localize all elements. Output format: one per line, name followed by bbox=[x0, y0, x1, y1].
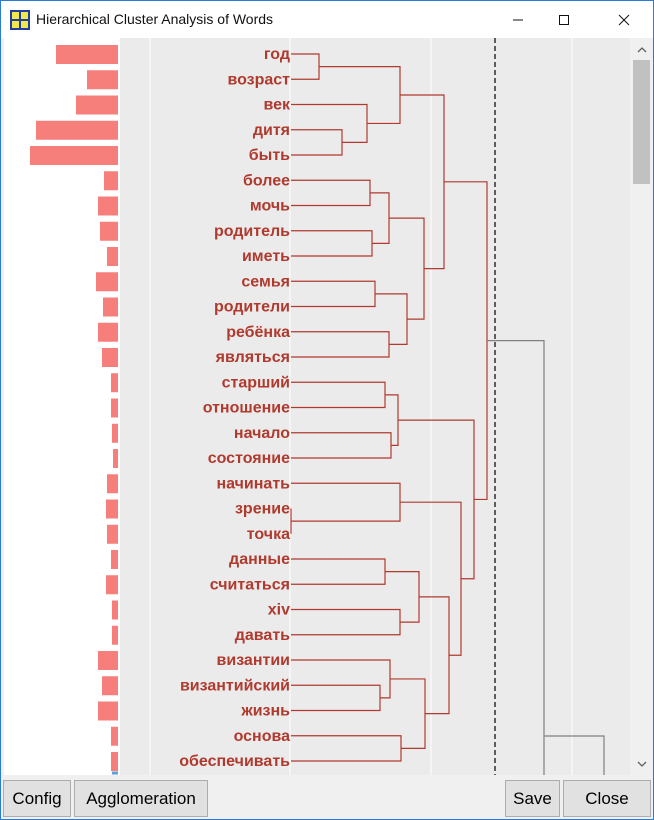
close-button[interactable]: Close bbox=[563, 780, 651, 817]
frequency-bar bbox=[113, 449, 118, 468]
title-bar: Hierarchical Cluster Analysis of Words bbox=[1, 1, 653, 38]
word-label: семья bbox=[241, 273, 290, 290]
frequency-bar bbox=[106, 499, 118, 519]
word-label: год bbox=[264, 46, 290, 63]
word-label: византии bbox=[217, 652, 290, 669]
config-button[interactable]: Config bbox=[3, 780, 71, 817]
word-label: более bbox=[243, 172, 290, 189]
word-label: состояние bbox=[208, 450, 290, 467]
frequency-bar bbox=[111, 373, 118, 393]
scroll-down-button[interactable] bbox=[630, 753, 653, 775]
frequency-bar bbox=[111, 550, 118, 569]
word-label: родитель bbox=[214, 223, 290, 240]
vertical-scrollbar[interactable] bbox=[630, 38, 653, 775]
outer-link bbox=[487, 340, 545, 775]
word-label: данные bbox=[229, 551, 290, 568]
word-label: обеспечивать bbox=[179, 753, 290, 770]
frequency-bar bbox=[56, 45, 118, 64]
word-label: родители bbox=[214, 299, 290, 316]
frequency-bar bbox=[98, 701, 118, 721]
frequency-bar bbox=[104, 171, 118, 191]
chevron-up-icon bbox=[637, 46, 646, 52]
word-label: xiv bbox=[268, 602, 290, 619]
agglomeration-button[interactable]: Agglomeration bbox=[74, 780, 208, 817]
frequency-bar bbox=[98, 651, 118, 670]
maximize-button[interactable] bbox=[541, 1, 587, 38]
word-label: старший bbox=[222, 374, 290, 391]
close-icon bbox=[618, 14, 630, 25]
minimize-icon bbox=[513, 19, 523, 20]
window-title: Hierarchical Cluster Analysis of Words bbox=[36, 11, 274, 27]
frequency-bar bbox=[103, 297, 118, 317]
frequency-bar bbox=[112, 423, 118, 443]
dendrogram-plot: год возраст век дитя быть более мочь родитель им… bbox=[30, 38, 630, 775]
frequency-bar bbox=[112, 600, 118, 620]
word-label: давать bbox=[235, 627, 290, 644]
word-label: точка bbox=[247, 526, 290, 543]
chevron-down-icon bbox=[637, 761, 646, 767]
frequency-bar bbox=[100, 221, 118, 241]
outer-link bbox=[544, 735, 605, 775]
minimize-button[interactable] bbox=[495, 1, 541, 38]
frequency-bar bbox=[102, 676, 118, 696]
frequency-bar bbox=[98, 196, 118, 216]
word-label: мочь bbox=[250, 198, 290, 215]
close-window-button[interactable] bbox=[601, 1, 647, 38]
dendrogram-view[interactable]: год возраст век дитя быть более мочь родитель им… bbox=[4, 38, 630, 775]
scroll-thumb[interactable] bbox=[633, 60, 650, 184]
word-label: быть bbox=[249, 147, 290, 164]
frequency-bar bbox=[76, 95, 118, 115]
word-label: иметь bbox=[242, 248, 290, 265]
word-label: основа bbox=[234, 728, 291, 745]
word-label: считаться bbox=[210, 576, 290, 593]
frequency-bar bbox=[102, 348, 118, 367]
word-label: век bbox=[263, 97, 291, 114]
word-label: являться bbox=[215, 349, 290, 366]
frequency-bar bbox=[112, 625, 118, 645]
word-label: возраст bbox=[227, 71, 290, 88]
word-label: начинать bbox=[216, 475, 290, 492]
maximize-icon bbox=[559, 14, 569, 25]
frequency-bar bbox=[107, 524, 118, 544]
save-button[interactable]: Save bbox=[505, 780, 560, 817]
word-label: начало bbox=[234, 425, 290, 442]
word-label: византийский bbox=[180, 677, 290, 694]
word-label: зрение bbox=[235, 501, 290, 518]
scroll-up-button[interactable] bbox=[630, 38, 653, 60]
word-label: отношение bbox=[203, 400, 290, 417]
frequency-bar bbox=[107, 474, 118, 494]
frequency-bar bbox=[111, 398, 118, 418]
word-label: жизнь bbox=[240, 703, 290, 720]
frequency-bar bbox=[111, 752, 118, 771]
frequency-bar bbox=[87, 70, 118, 90]
frequency-bar bbox=[106, 575, 118, 595]
frequency-bar bbox=[30, 146, 118, 165]
frequency-bar bbox=[107, 247, 118, 266]
frequency-bar bbox=[111, 726, 118, 746]
plot-panel bbox=[120, 38, 630, 775]
frequency-bar bbox=[98, 322, 118, 342]
frequency-bar bbox=[96, 272, 118, 292]
word-label: дитя bbox=[253, 122, 290, 139]
app-icon bbox=[10, 10, 30, 30]
word-label: ребёнка bbox=[226, 324, 290, 341]
frequency-bar bbox=[36, 120, 118, 140]
